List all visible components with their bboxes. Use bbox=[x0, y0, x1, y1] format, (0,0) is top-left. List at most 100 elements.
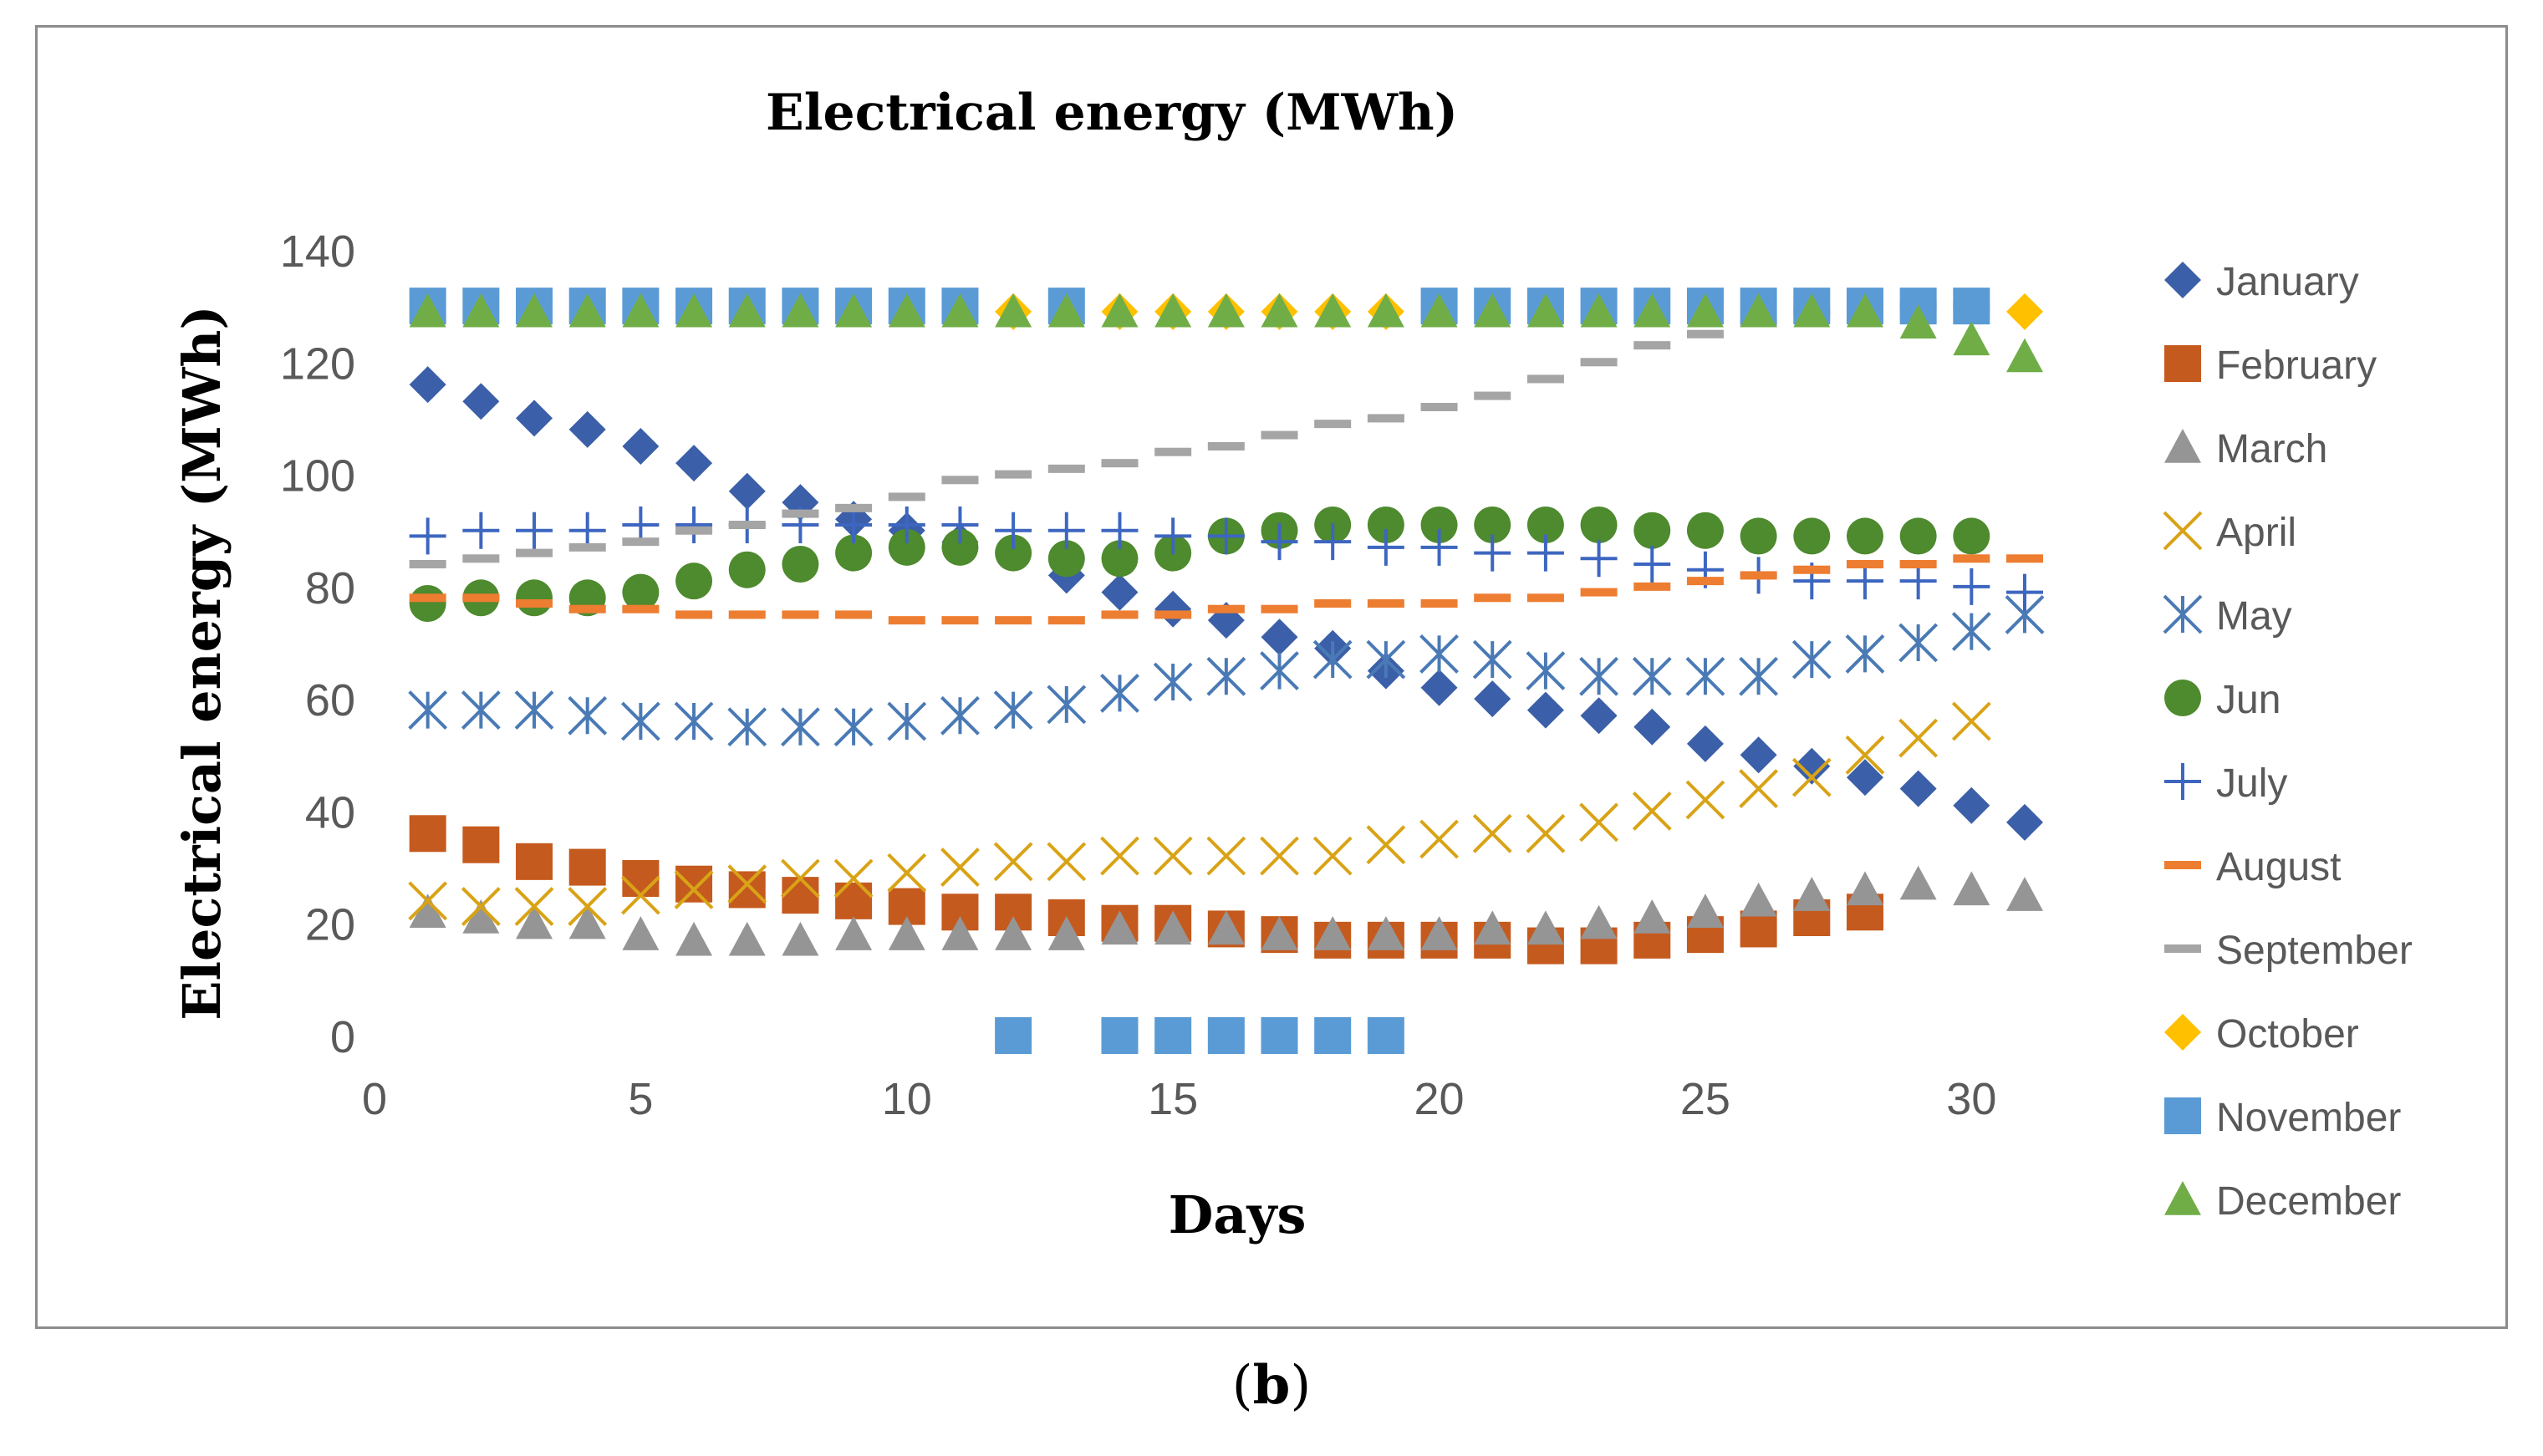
chart: 0 20 40 60 80 100 120 140 0 5 10 15 20 25 30 January F… bbox=[171, 84, 2413, 1245]
legend-label: October bbox=[2216, 1012, 2359, 1056]
legend-marker bbox=[2163, 594, 2203, 634]
legend-label: August bbox=[2216, 845, 2341, 889]
data-point-july bbox=[2006, 573, 2043, 611]
series-october bbox=[995, 293, 2043, 330]
data-point-march bbox=[1633, 899, 1671, 934]
data-point-may bbox=[1206, 656, 1246, 696]
data-point-may bbox=[1312, 639, 1353, 680]
data-point-jun bbox=[1899, 517, 1937, 555]
legend-label: April bbox=[2216, 511, 2296, 555]
legend-item-november: November bbox=[2164, 1096, 2401, 1140]
data-point-april bbox=[887, 853, 927, 893]
data-point-august bbox=[1420, 599, 1458, 608]
data-point-november bbox=[1154, 1017, 1192, 1054]
data-point-february bbox=[1740, 910, 1777, 948]
y-tick-labels: 0 20 40 60 80 100 120 140 bbox=[280, 227, 355, 1062]
data-point-march bbox=[1101, 910, 1139, 945]
data-point-january bbox=[1526, 691, 1564, 729]
data-point-march bbox=[1261, 916, 1298, 950]
x-axis-label: Days bbox=[1169, 1184, 1307, 1245]
data-point-february bbox=[516, 843, 553, 880]
y-tick-label: 60 bbox=[305, 675, 355, 725]
data-point-august bbox=[1314, 599, 1352, 608]
data-point-jun bbox=[782, 546, 819, 583]
data-point-april bbox=[568, 887, 608, 926]
data-point-september bbox=[1633, 341, 1671, 350]
data-point-july bbox=[462, 512, 500, 549]
x-tick-label: 0 bbox=[362, 1074, 387, 1124]
legend-item-may: May bbox=[2163, 594, 2292, 639]
data-point-march bbox=[1740, 882, 1777, 917]
data-point-november bbox=[1953, 288, 1990, 325]
data-point-may bbox=[1472, 639, 1512, 680]
data-point-may bbox=[1366, 639, 1406, 680]
data-point-jun bbox=[1793, 517, 1831, 555]
data-point-september bbox=[516, 548, 553, 557]
data-point-may bbox=[1632, 656, 1672, 696]
data-point-january bbox=[1686, 725, 1724, 762]
data-point-december bbox=[1686, 293, 1724, 328]
data-point-december bbox=[1101, 293, 1139, 328]
data-point-april bbox=[1845, 735, 1885, 775]
data-point-july bbox=[1261, 523, 1298, 561]
legend-label: Jun bbox=[2216, 678, 2281, 722]
data-point-march bbox=[622, 916, 660, 950]
legend-item-february: February bbox=[2164, 344, 2377, 388]
data-point-jun bbox=[1846, 517, 1883, 555]
data-point-march bbox=[1846, 871, 1883, 906]
y-tick-label: 20 bbox=[305, 900, 355, 950]
data-point-february bbox=[568, 848, 606, 886]
data-point-august bbox=[1899, 560, 1937, 568]
data-point-february bbox=[835, 882, 873, 919]
data-point-august bbox=[1474, 593, 1511, 603]
data-point-april bbox=[1206, 836, 1246, 876]
data-point-july bbox=[675, 507, 713, 543]
data-point-july bbox=[1154, 517, 1192, 555]
data-point-april bbox=[1047, 842, 1087, 882]
data-point-jun bbox=[1740, 517, 1777, 555]
data-point-september bbox=[675, 526, 713, 535]
data-point-july bbox=[1633, 546, 1671, 583]
data-point-january bbox=[516, 400, 553, 437]
data-point-september bbox=[1207, 442, 1245, 451]
data-point-december bbox=[1633, 293, 1671, 328]
data-point-march bbox=[1953, 871, 1990, 906]
data-point-march bbox=[1526, 910, 1564, 945]
data-point-december bbox=[1953, 321, 1990, 356]
legend-label: September bbox=[2216, 929, 2413, 973]
data-point-august bbox=[1367, 599, 1404, 608]
data-point-august bbox=[1526, 593, 1564, 603]
data-point-may bbox=[1047, 685, 1087, 725]
data-point-april bbox=[1419, 819, 1459, 859]
data-point-december bbox=[1580, 293, 1618, 328]
data-point-december bbox=[728, 293, 766, 328]
data-point-july bbox=[888, 507, 925, 543]
data-point-july bbox=[995, 512, 1032, 549]
data-point-september bbox=[728, 521, 766, 529]
data-point-august bbox=[1633, 582, 1671, 591]
data-point-april bbox=[1632, 792, 1672, 831]
data-point-april bbox=[940, 848, 980, 887]
data-points bbox=[408, 288, 2045, 1054]
data-point-july bbox=[409, 517, 446, 555]
data-point-may bbox=[1791, 639, 1832, 680]
data-point-april bbox=[1951, 701, 1991, 741]
data-point-december bbox=[1420, 293, 1458, 328]
data-point-march bbox=[888, 916, 925, 950]
data-point-july bbox=[941, 507, 979, 543]
data-point-december bbox=[1154, 293, 1192, 328]
data-point-may bbox=[620, 701, 660, 741]
data-point-july bbox=[1953, 568, 1990, 605]
data-point-july bbox=[516, 512, 553, 549]
caption-label: b bbox=[1252, 1354, 1291, 1417]
data-point-december bbox=[1526, 293, 1564, 328]
data-point-december bbox=[1314, 293, 1352, 328]
data-point-september bbox=[1047, 464, 1085, 473]
data-point-august bbox=[1686, 577, 1724, 586]
data-point-may bbox=[887, 701, 927, 741]
data-point-august bbox=[409, 593, 446, 603]
series-jun bbox=[409, 507, 1990, 622]
data-point-august bbox=[2006, 554, 2043, 563]
y-tick-label: 40 bbox=[305, 787, 355, 837]
data-point-january bbox=[1261, 619, 1298, 656]
